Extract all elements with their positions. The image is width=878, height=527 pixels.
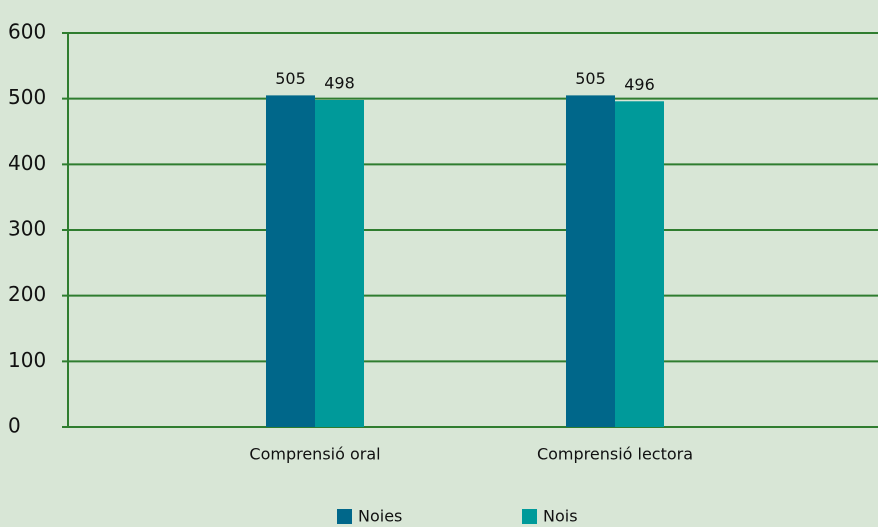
data-label: 505 (275, 69, 306, 88)
y-tick-label: 0 (8, 414, 21, 438)
bar (566, 95, 615, 427)
legend-swatch (522, 509, 537, 524)
legend-swatch (337, 509, 352, 524)
bar (315, 99, 364, 427)
legend-label: Nois (543, 507, 578, 526)
bar (266, 95, 315, 427)
data-label: 496 (624, 75, 655, 94)
data-label: 498 (324, 73, 355, 92)
y-tick-label: 500 (8, 85, 46, 109)
x-tick-label: Comprensió oral (249, 445, 380, 464)
x-tick-label: Comprensió lectora (537, 445, 693, 464)
y-tick-label: 600 (8, 20, 46, 44)
bar (615, 101, 664, 427)
y-tick-label: 400 (8, 151, 46, 175)
data-label: 505 (575, 69, 606, 88)
y-tick-label: 100 (8, 348, 46, 372)
legend-label: Noies (358, 507, 402, 526)
y-tick-label: 300 (8, 217, 46, 241)
y-tick-label: 200 (8, 282, 46, 306)
